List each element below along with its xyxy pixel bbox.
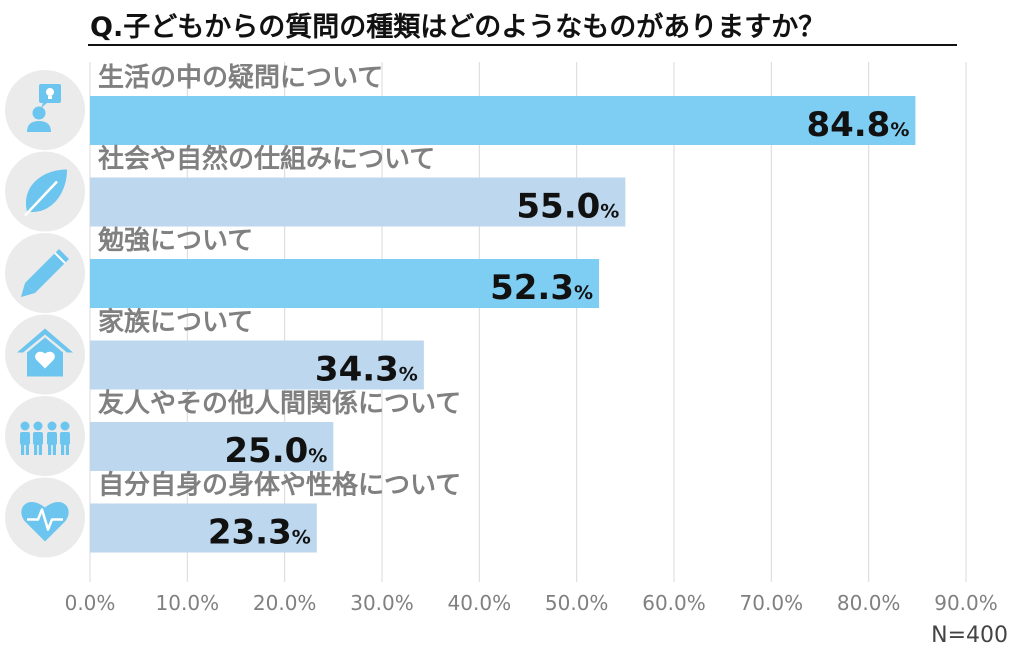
data-label: 23.3%: [208, 513, 311, 553]
category-label: 家族について: [98, 307, 253, 338]
bar: [90, 503, 317, 553]
data-label: 34.3%: [315, 350, 418, 390]
bar: [90, 422, 334, 471]
category-icons: [5, 70, 85, 558]
data-label: 84.8%: [806, 105, 909, 145]
category-label: 自分自身の身体や性格について: [98, 470, 461, 501]
x-tick-label: 90.0%: [934, 591, 998, 615]
chart-title: Q.子どもからの質問の種類はどのようなものがありますか？: [90, 11, 825, 43]
category-label: 社会や自然の仕組みについて: [98, 144, 435, 175]
x-axis: 0.0% 10.0% 20.0% 30.0% 40.0% 50.0% 60.0% 70.0% 8…: [65, 591, 998, 615]
x-tick-label: 50.0%: [545, 591, 609, 615]
x-tick-label: 10.0%: [156, 591, 220, 615]
data-label: 25.0%: [224, 431, 327, 471]
category-label: 生活の中の疑問について: [98, 63, 383, 93]
x-tick-label: 80.0%: [837, 591, 901, 615]
category-labels: 生活の中の疑問について 84.8% 社会や自然の仕組みについて 55.0% 勉強について…: [97, 63, 909, 553]
x-tick-label: 60.0%: [642, 591, 706, 615]
grid-lines: [89, 62, 967, 582]
category-label: 勉強について: [97, 226, 253, 256]
house-heart-icon: [5, 314, 85, 395]
bar: [90, 259, 600, 308]
category-label: 友人やその他人間関係について: [98, 389, 461, 419]
data-label: 55.0%: [516, 187, 619, 227]
bar: [90, 96, 916, 145]
people-group-icon: [5, 396, 85, 476]
bar: [90, 340, 424, 390]
leaf-icon: [5, 151, 85, 232]
x-tick-label: 0.0%: [65, 591, 116, 615]
x-tick-label: 70.0%: [740, 591, 804, 615]
pencil-icon: [5, 233, 85, 313]
sample-size-note: N=400: [931, 623, 1008, 648]
x-tick-label: 20.0%: [253, 591, 317, 615]
person-idea-icon: [5, 70, 85, 150]
data-label: 52.3%: [490, 268, 593, 308]
heart-pulse-icon: [5, 477, 85, 558]
bars: [90, 96, 916, 553]
x-tick-label: 30.0%: [350, 591, 414, 615]
bar: [90, 177, 626, 227]
x-tick-label: 40.0%: [448, 591, 512, 615]
